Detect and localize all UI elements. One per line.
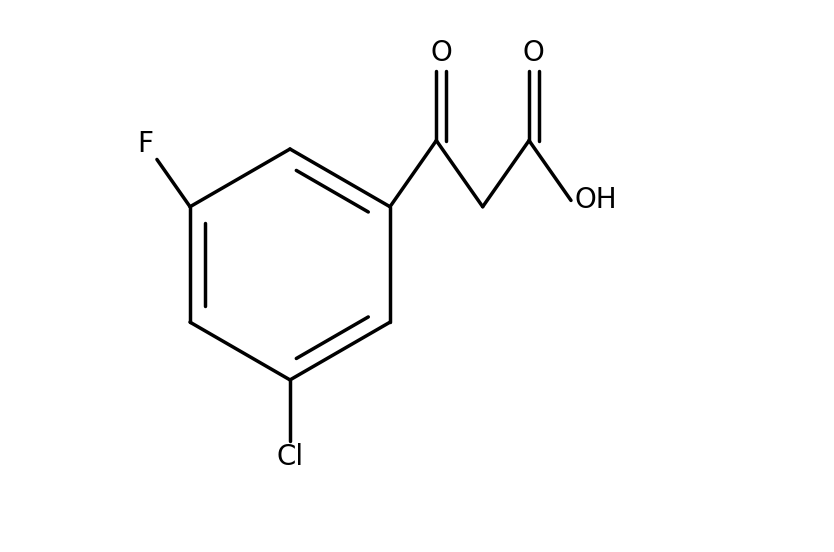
Text: OH: OH <box>575 187 617 214</box>
Text: F: F <box>137 130 153 157</box>
Text: O: O <box>430 39 452 67</box>
Text: O: O <box>523 39 545 67</box>
Text: Cl: Cl <box>276 443 304 471</box>
